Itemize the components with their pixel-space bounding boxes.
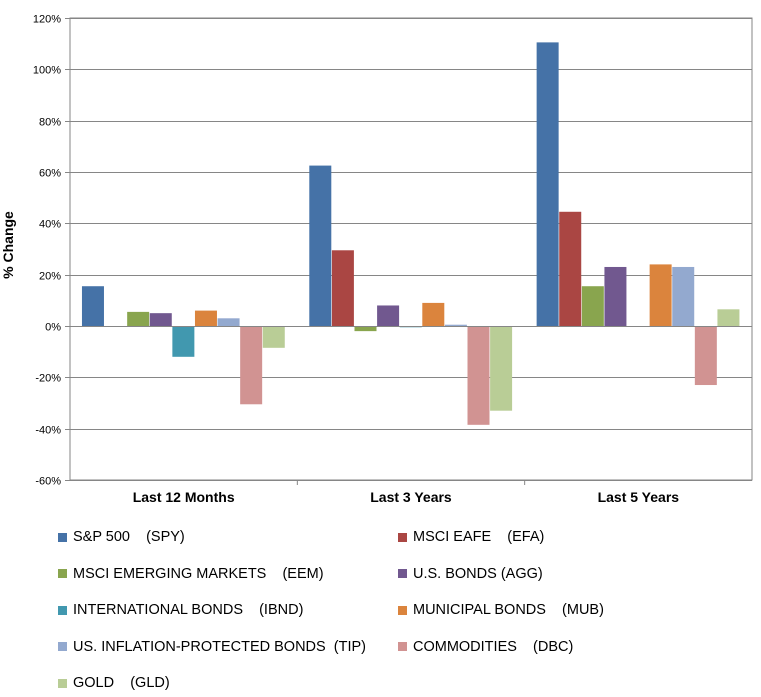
legend-item: GOLD (GLD) <box>58 673 170 693</box>
legend-item: INTERNATIONAL BONDS (IBND) <box>58 600 303 620</box>
legend-swatch <box>58 605 67 615</box>
category-label: Last 3 Years <box>370 489 452 505</box>
legend-item: S&P 500 (SPY) <box>58 527 185 547</box>
legend-swatch <box>58 678 67 688</box>
y-tick-label: 80% <box>39 117 61 129</box>
gridlines <box>69 17 753 481</box>
bar <box>536 42 559 327</box>
legend-item: US. INFLATION-PROTECTED BONDS (TIP) <box>58 637 366 657</box>
bar <box>581 286 604 326</box>
legend-label: MSCI EAFE (EFA) <box>413 529 545 545</box>
bar <box>172 326 195 357</box>
bar <box>217 318 240 326</box>
legend-swatch <box>398 605 407 615</box>
category-label: Last 12 Months <box>133 489 235 505</box>
bar <box>194 310 217 326</box>
bar <box>490 326 513 411</box>
bar <box>467 326 490 425</box>
bar <box>354 326 377 332</box>
bar <box>717 309 740 326</box>
y-tick-label: -60% <box>35 476 61 488</box>
legend-item: MSCI EMERGING MARKETS (EEM) <box>58 564 324 584</box>
legend-label: S&P 500 (SPY) <box>73 529 185 545</box>
legend-item: MSCI EAFE (EFA) <box>398 527 544 547</box>
bar <box>377 305 400 326</box>
bar <box>422 302 445 326</box>
y-tick-label: 40% <box>39 219 61 231</box>
bars <box>81 42 740 425</box>
legend-label: MUNICIPAL BONDS (MUB) <box>413 602 604 618</box>
bar <box>240 326 263 405</box>
legend-swatch <box>398 569 407 578</box>
legend-label: INTERNATIONAL BONDS (IBND) <box>73 602 304 618</box>
legend-swatch <box>398 642 407 651</box>
legend-item: MUNICIPAL BONDS (MUB) <box>398 600 604 620</box>
legend-label: GOLD (GLD) <box>73 675 170 691</box>
y-tick-label: -40% <box>35 425 61 437</box>
legend-swatch <box>398 532 407 542</box>
bar <box>331 250 354 326</box>
bar <box>559 211 582 326</box>
legend-swatch <box>58 642 67 651</box>
category-label: Last 5 Years <box>598 489 680 505</box>
y-tick-label: 60% <box>39 168 61 180</box>
bar <box>444 324 467 326</box>
axes: 120% 100% 80% 60% 40% 20% 0% -20% -40% -60% Last 1… <box>33 14 752 505</box>
bar <box>309 165 332 326</box>
y-tick-label: 0% <box>45 322 61 334</box>
legend-item: U.S. BONDS (AGG) <box>398 564 543 584</box>
legend-label: COMMODITIES (DBC) <box>413 638 574 655</box>
bar <box>149 313 172 326</box>
bar <box>694 326 717 386</box>
plot-area-border <box>69 17 753 481</box>
bar <box>127 311 150 326</box>
bar <box>672 266 695 326</box>
legend: S&P 500 (SPY) MSCI EAFE (EFA) MSCI EMERGIN… <box>0 522 761 697</box>
bar <box>649 264 672 326</box>
bar <box>81 286 104 326</box>
y-tick-label: 120% <box>33 14 61 26</box>
legend-label: US. INFLATION-PROTECTED BONDS (TIP) <box>73 638 366 655</box>
y-tick-label: 20% <box>39 271 61 283</box>
bar <box>262 326 285 348</box>
y-axis-title: % Change <box>0 211 16 279</box>
legend-item: COMMODITIES (DBC) <box>398 637 573 657</box>
y-tick-label: 100% <box>33 65 61 77</box>
legend-label: MSCI EMERGING MARKETS (EEM) <box>73 565 324 582</box>
y-tick-label: -20% <box>35 373 61 385</box>
chart: 120% 100% 80% 60% 40% 20% 0% -20% -40% -60% Last 1… <box>0 14 753 505</box>
legend-swatch <box>58 532 67 542</box>
bar <box>604 266 627 326</box>
legend-swatch <box>58 569 67 578</box>
legend-label: U.S. BONDS (AGG) <box>413 565 543 582</box>
